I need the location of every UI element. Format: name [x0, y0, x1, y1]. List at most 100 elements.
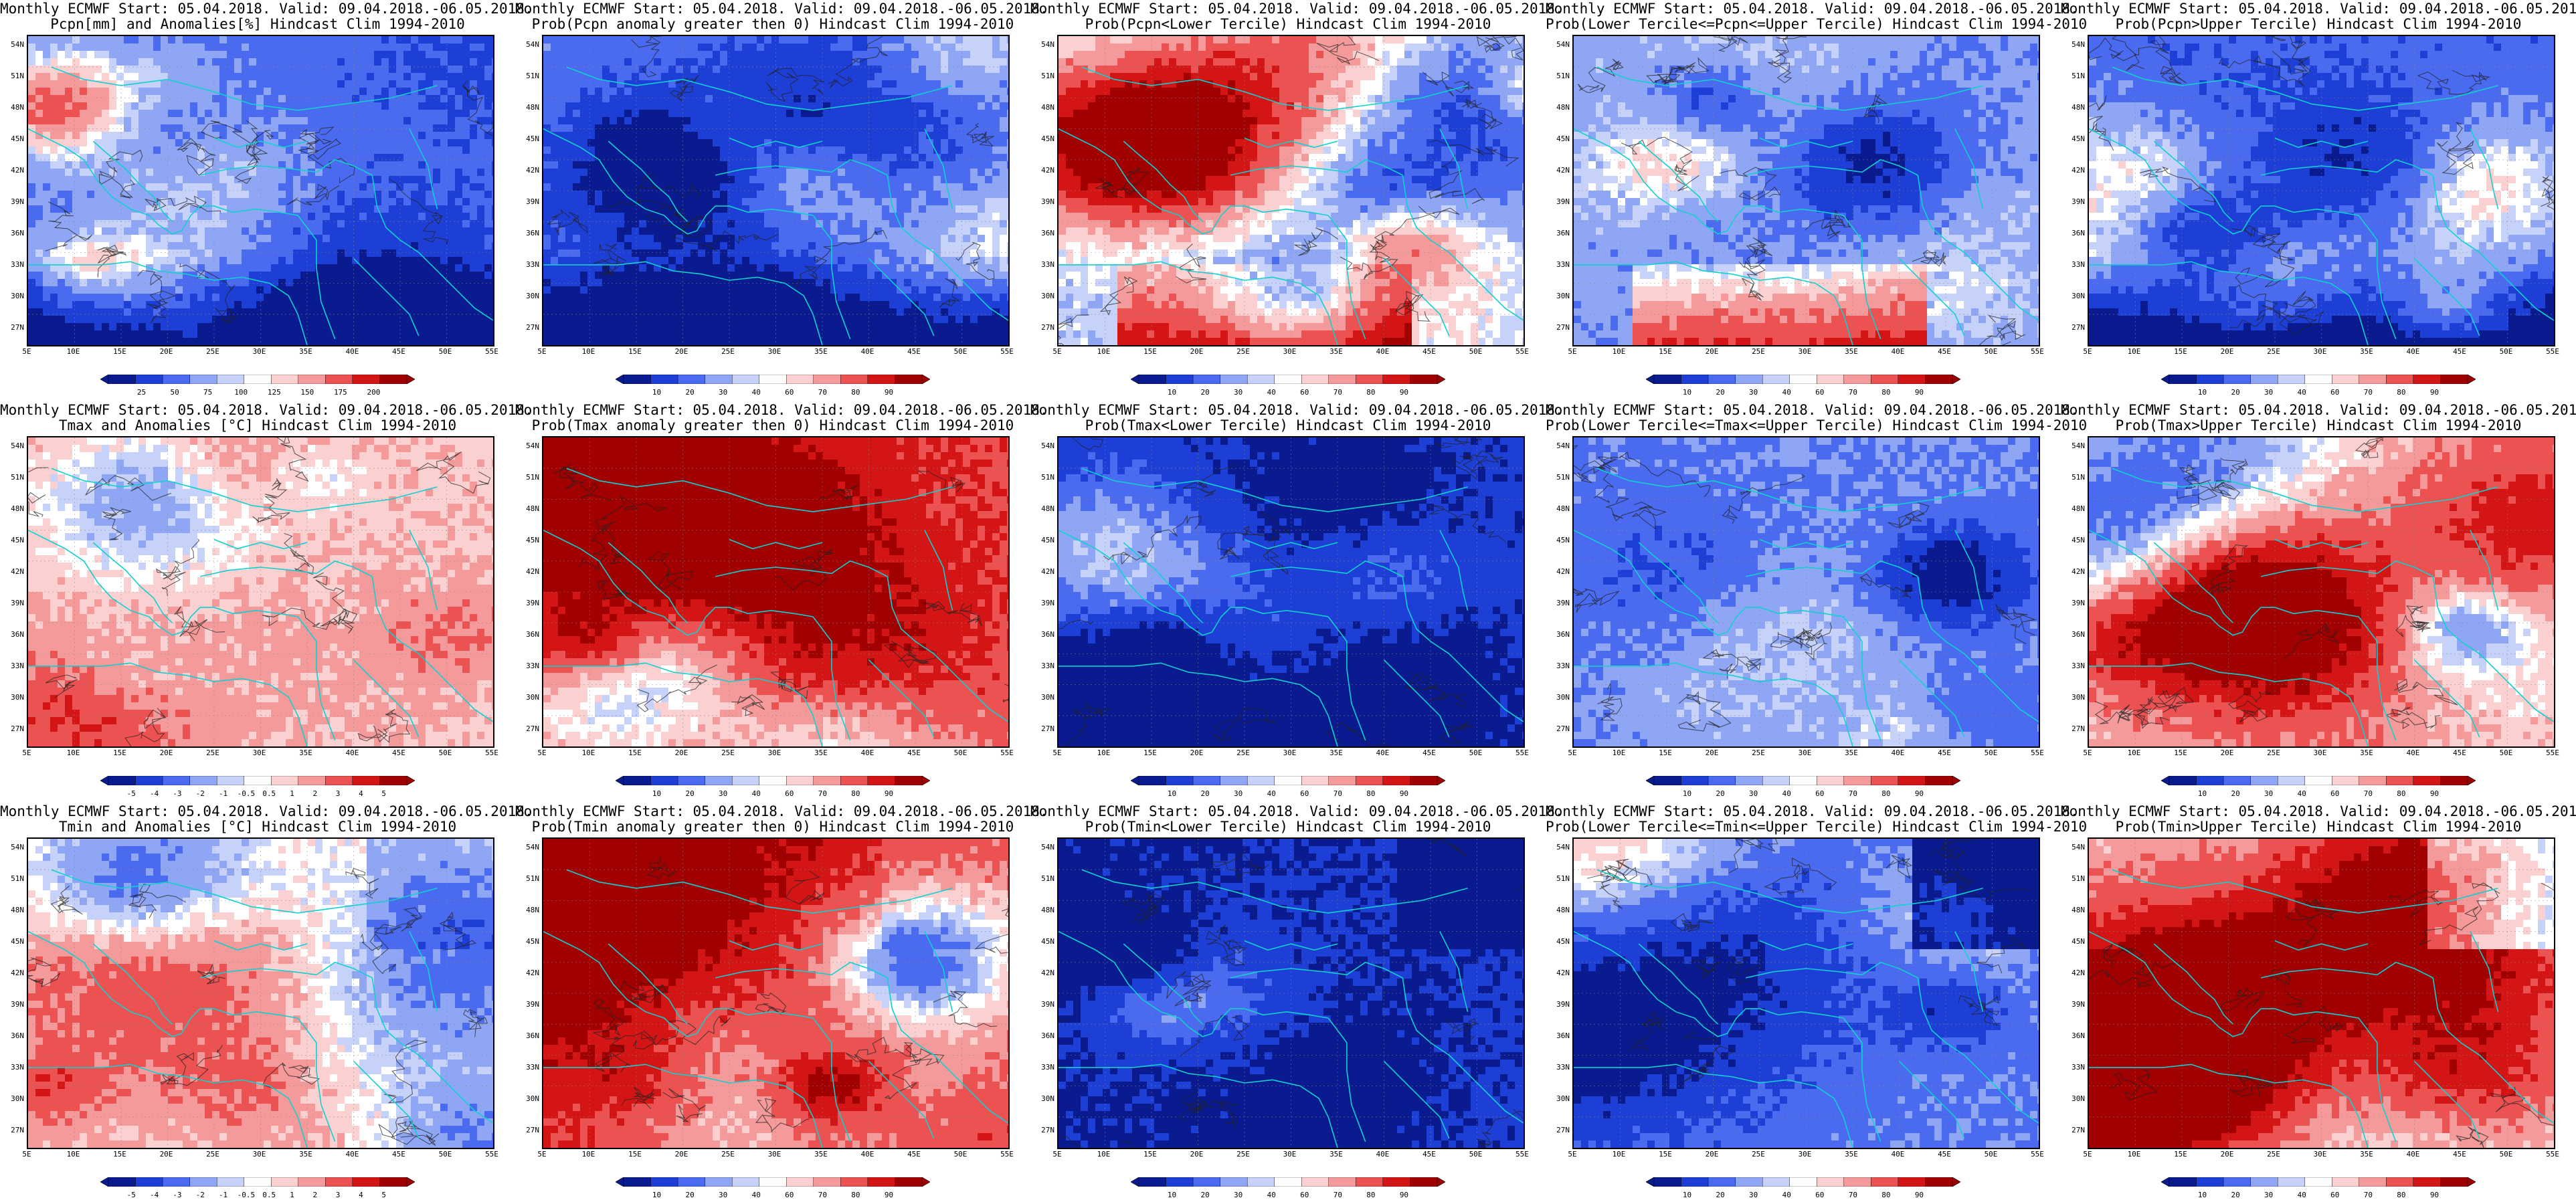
longitude-label: 15E	[1137, 1150, 1164, 1159]
colorbar-label: -3	[164, 789, 191, 798]
longitude-label: 55E	[2539, 1150, 2566, 1159]
longitude-label: 50E	[1463, 1150, 1489, 1159]
latitude-label: 39N	[1550, 197, 1570, 206]
colorbar-label: 30	[1740, 789, 1767, 798]
colorbar-label: 30	[1740, 1191, 1767, 1199]
colorbar-label: 10	[1674, 388, 1701, 397]
latitude-label: 48N	[1034, 504, 1054, 513]
latitude-label: 51N	[1550, 473, 1570, 482]
longitude-label: 40E	[1885, 748, 1912, 757]
latitude-label: 48N	[1550, 103, 1570, 112]
map-field	[1574, 36, 2039, 345]
latitude-label: 45N	[1034, 536, 1054, 544]
latitude-label: 42N	[1550, 166, 1570, 175]
latitude-label: 45N	[519, 937, 539, 946]
latitude-label: 27N	[1550, 724, 1570, 733]
latitude-label: 48N	[519, 906, 539, 914]
longitude-label: 45E	[2446, 347, 2473, 356]
latitude-label: 27N	[2065, 724, 2085, 733]
latitude-label: 51N	[1550, 72, 1570, 80]
colorbar-label: 70	[809, 789, 836, 798]
colorbar	[100, 375, 415, 384]
latitude-label: 42N	[1034, 969, 1054, 977]
colorbar-label: 40	[1773, 789, 1800, 798]
latitude-label: 36N	[1034, 229, 1054, 237]
panel-title-line1: Monthly ECMWF Start: 05.04.2018. Valid: …	[0, 1, 533, 17]
colorbar-label: 40	[1773, 1191, 1800, 1199]
colorbar-label: 90	[1390, 1191, 1417, 1199]
longitude-label: 15E	[2167, 1150, 2194, 1159]
longitude-label: 5E	[2074, 347, 2101, 356]
colorbar-label: 90	[1906, 789, 1932, 798]
map-panel: Monthly ECMWF Start: 05.04.2018. Valid: …	[1030, 401, 1564, 803]
latitude-label: 36N	[1550, 229, 1570, 237]
colorbar-label: 20	[2222, 1191, 2249, 1199]
colorbar	[1646, 1177, 1960, 1187]
longitude-label: 5E	[529, 748, 555, 757]
latitude-label: 27N	[519, 323, 539, 332]
map-field	[28, 839, 493, 1148]
longitude-label: 10E	[1606, 347, 1633, 356]
colorbar-label: 60	[1291, 789, 1318, 798]
latitude-label: 30N	[4, 693, 24, 702]
longitude-label: 35E	[1838, 748, 1865, 757]
map-area	[542, 35, 1010, 346]
panel-title-line1: Monthly ECMWF Start: 05.04.2018. Valid: …	[1546, 804, 2079, 819]
longitude-label: 15E	[106, 748, 133, 757]
latitude-label: 42N	[4, 567, 24, 576]
longitude-label: 20E	[1699, 1150, 1726, 1159]
latitude-label: 45N	[1550, 134, 1570, 143]
latitude-label: 36N	[1550, 1031, 1570, 1040]
map-area	[1572, 837, 2040, 1149]
latitude-label: 27N	[4, 1126, 24, 1134]
longitude-label: 20E	[1184, 1150, 1210, 1159]
longitude-label: 25E	[715, 347, 741, 356]
longitude-label: 55E	[1509, 748, 1536, 757]
latitude-label: 30N	[519, 693, 539, 702]
latitude-label: 51N	[1034, 874, 1054, 883]
longitude-label: 35E	[808, 1150, 834, 1159]
colorbar-label: 30	[1225, 1191, 1252, 1199]
colorbar-label: 10	[1159, 388, 1186, 397]
panel-title-line1: Monthly ECMWF Start: 05.04.2018. Valid: …	[0, 403, 533, 418]
latitude-label: 39N	[4, 1000, 24, 1009]
latitude-label: 27N	[1034, 724, 1054, 733]
longitude-label: 15E	[622, 1150, 648, 1159]
latitude-label: 33N	[519, 260, 539, 269]
colorbar-label: 80	[2388, 789, 2415, 798]
colorbar-label: 90	[2421, 388, 2448, 397]
panel-title-line2: Prob(Pcpn>Upper Tercile) Hindcast Clim 1…	[2061, 17, 2576, 32]
colorbar-label: 10	[1674, 789, 1701, 798]
colorbar-label: 3	[325, 789, 351, 798]
latitude-label: 42N	[519, 969, 539, 977]
colorbar	[616, 776, 930, 785]
longitude-label: 25E	[199, 1150, 226, 1159]
longitude-label: 5E	[13, 748, 40, 757]
colorbar-label: 80	[1873, 789, 1900, 798]
latitude-label: 39N	[1034, 599, 1054, 607]
longitude-label: 35E	[2353, 347, 2380, 356]
colorbar-label: 80	[2388, 388, 2415, 397]
colorbar-label: 30	[1225, 388, 1252, 397]
longitude-label: 10E	[1091, 1150, 1117, 1159]
colorbar-label: 70	[2355, 1191, 2381, 1199]
longitude-label: 50E	[1978, 347, 2005, 356]
panel-title-line2: Prob(Lower Tercile<=Tmin<=Upper Tercile)…	[1546, 819, 2087, 835]
panel-title-line2: Tmax and Anomalies [°C] Hindcast Clim 19…	[0, 418, 515, 433]
longitude-label: 20E	[668, 1150, 695, 1159]
colorbar-label: 30	[710, 789, 737, 798]
map-panel: Monthly ECMWF Start: 05.04.2018. Valid: …	[0, 803, 533, 1204]
colorbar-label: 40	[2288, 388, 2315, 397]
colorbar-label: 10	[644, 388, 670, 397]
longitude-label: 35E	[808, 347, 834, 356]
longitude-label: 40E	[339, 347, 366, 356]
longitude-label: 5E	[529, 347, 555, 356]
colorbar	[616, 375, 930, 384]
longitude-label: 30E	[246, 748, 273, 757]
longitude-label: 35E	[2353, 748, 2380, 757]
latitude-label: 30N	[1034, 1094, 1054, 1103]
colorbar	[2161, 1177, 2476, 1187]
colorbar	[2161, 375, 2476, 384]
longitude-label: 45E	[901, 1150, 927, 1159]
longitude-label: 50E	[2493, 748, 2520, 757]
